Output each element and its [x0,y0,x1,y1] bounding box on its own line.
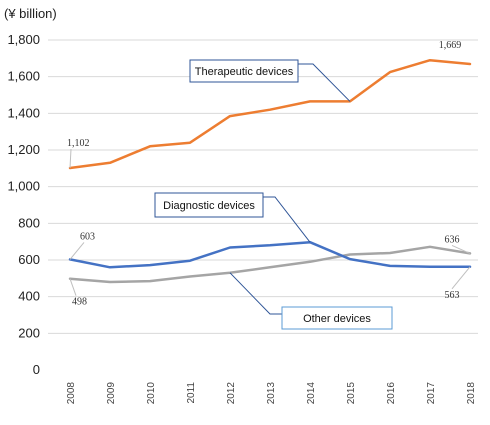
y-tick-label: 600 [18,252,40,267]
series-name-label: Other devices [303,313,371,325]
data-label: 498 [72,297,87,308]
data-label-leader [69,278,77,296]
x-tick-label: 2011 [186,382,197,404]
data-labels: 1,102 1,669 603 563 498 636 [67,40,471,308]
callout-leader [229,272,282,315]
y-tick-label: 1,600 [7,69,40,84]
x-tick-label: 2015 [346,382,357,405]
callout-leader [298,63,351,102]
gridlines [48,39,478,334]
series-callouts: Therapeutic devices Diagnostic devices Oth… [154,59,393,330]
data-label: 563 [445,290,460,301]
y-tick-label: 0 [33,362,40,377]
data-label-leader [69,148,72,168]
series-line [68,245,472,284]
y-tick-label: 1,800 [7,32,40,47]
y-tick-label: 1,400 [7,105,40,120]
x-tick-label: 2009 [106,382,117,405]
series-name-label: Diagnostic devices [163,200,255,212]
callout-box [154,192,264,218]
x-tick-label: 2013 [266,382,277,405]
series-name-label: Therapeutic devices [195,66,294,78]
x-tick-label: 2010 [146,382,157,405]
y-tick-label: 1,000 [7,179,40,194]
x-tick-label: 2012 [226,382,237,405]
data-label: 636 [445,234,460,245]
series-line [68,58,472,170]
unit-label: (¥ billion) [4,6,57,21]
x-tick-label: 2008 [66,382,77,405]
series-line [68,240,472,269]
y-tick-label: 400 [18,289,40,304]
y-axis-ticks: 0 200 400 600 800 1,000 1,200 1,400 1,600 1,800 [7,32,40,377]
x-tick-label: 2018 [466,382,477,405]
y-tick-label: 800 [18,215,40,230]
x-tick-label: 2017 [426,382,437,405]
data-label-leader [451,266,471,290]
y-tick-label: 200 [18,325,40,340]
data-label-leader [451,244,471,254]
data-label: 1,669 [439,40,462,51]
callout-box [281,306,393,330]
x-tick-label: 2016 [386,382,397,405]
series-lines [68,58,472,284]
x-axis-ticks: 2008 2009 2010 2011 2012 2013 2014 2015 2016 2017… [66,382,477,405]
x-tick-label: 2014 [306,382,317,405]
callout-leader [263,196,311,243]
data-label-leader [69,242,85,260]
callout-box [189,59,299,83]
data-label: 603 [80,231,95,242]
y-tick-label: 1,200 [7,142,40,157]
data-label: 1,102 [67,138,90,149]
